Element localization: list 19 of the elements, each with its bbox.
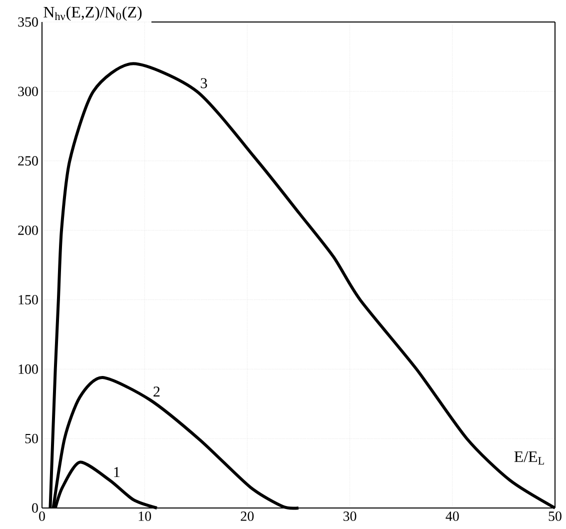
x-tick-label: 0: [39, 512, 45, 521]
x-tick-label: 50: [548, 512, 562, 521]
y-tick-label: 300: [18, 86, 38, 96]
y-tick-label: 250: [18, 156, 38, 166]
series-label: 3: [200, 78, 208, 88]
series-label: 1: [114, 467, 120, 478]
series-label: 2: [154, 386, 160, 397]
x-axis-title: E/E$_{L}$: [514, 451, 544, 464]
x-tick-label: 10: [138, 512, 152, 521]
y-tick-label: 100: [18, 364, 38, 374]
x-tick-label: 20: [240, 512, 254, 521]
x-tick-label: 40: [446, 512, 459, 521]
y-tick-label: 350: [18, 17, 38, 27]
y-tick-label: 0: [32, 503, 38, 513]
y-tick-label: 200: [18, 226, 38, 235]
x-tick-label: 30: [344, 512, 356, 521]
y-tick-label: 50: [25, 434, 38, 444]
y-tick-label: 150: [18, 295, 38, 304]
y-axis-title: N$_{hν}$(E,Z)/N$_{0}$(Z): [44, 6, 142, 21]
